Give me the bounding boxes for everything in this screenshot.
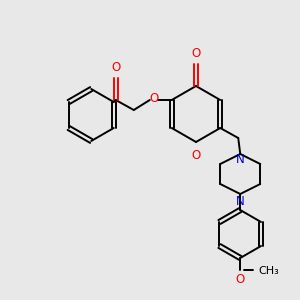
Text: O: O [149, 92, 158, 106]
Text: CH₃: CH₃ [258, 266, 279, 276]
Text: O: O [191, 47, 201, 60]
Text: O: O [191, 149, 201, 162]
Text: O: O [111, 61, 120, 74]
Text: O: O [236, 273, 245, 286]
Text: N: N [236, 195, 244, 208]
Text: N: N [236, 153, 244, 166]
